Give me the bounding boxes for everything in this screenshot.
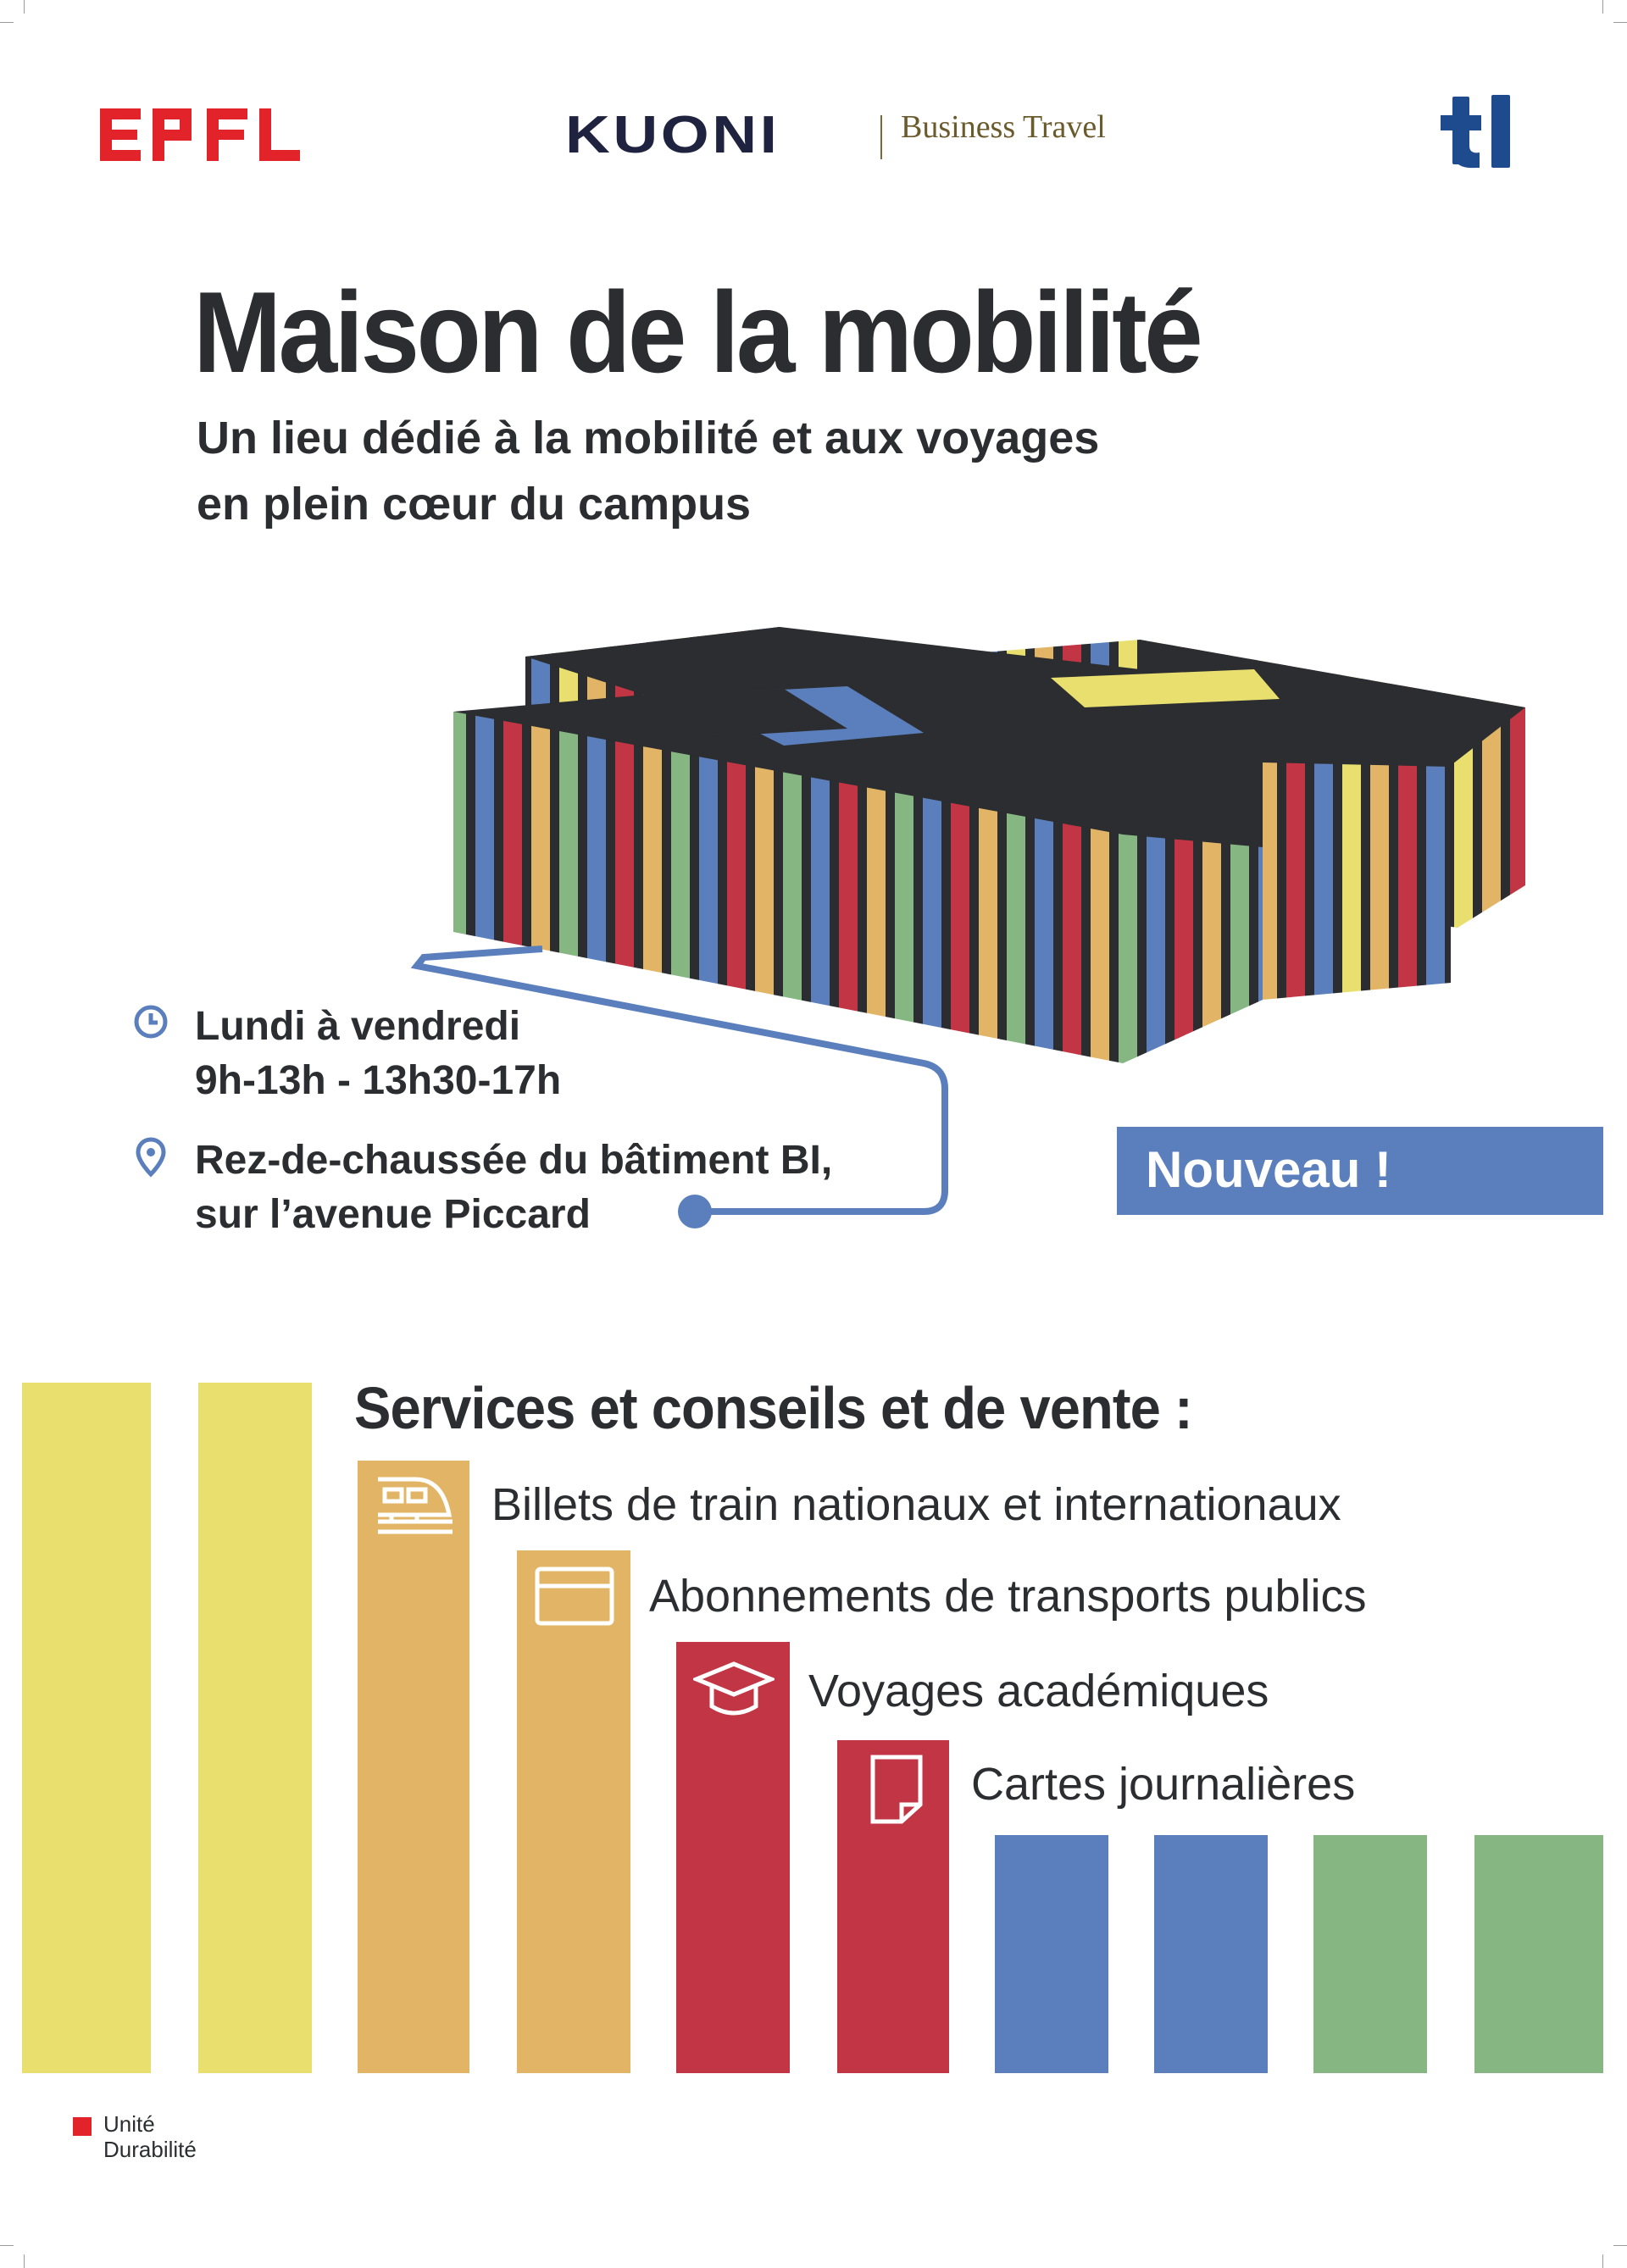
train-icon	[375, 1474, 456, 1539]
decor-bar-blue	[1154, 1835, 1268, 2073]
location-line-2: sur l’avenue Piccard	[195, 1192, 591, 1237]
tl-logo	[1441, 91, 1525, 172]
epfl-logo	[100, 100, 312, 168]
service-label-subscription: Abonnements de transports publics	[649, 1571, 1367, 1622]
crop-mark	[0, 2245, 14, 2246]
decor-bar-green	[1474, 1835, 1603, 2073]
unit-line-2: Durabilité	[103, 2137, 197, 2162]
service-label-daycard: Cartes journalières	[971, 1759, 1356, 1810]
service-bar-daycard	[837, 1740, 949, 2073]
crop-mark	[24, 2254, 25, 2268]
page-subtitle: Un lieu dédié à la mobilité et aux voyag…	[197, 405, 1099, 537]
hours-info: Lundi à vendredi 9h-13h - 13h30-17h	[195, 1000, 561, 1108]
decor-bar-yellow	[198, 1383, 312, 2073]
hours-days: Lundi à vendredi	[195, 1004, 521, 1049]
location-line-1: Rez-de-chaussée du bâtiment BI,	[195, 1138, 833, 1183]
new-badge-label: Nouveau !	[1146, 1141, 1392, 1198]
service-label-academic: Voyages académiques	[808, 1666, 1269, 1716]
kuoni-business-travel: Business Travel	[901, 109, 1106, 145]
decor-bar-yellow	[22, 1383, 151, 2073]
crop-mark	[24, 0, 25, 14]
card-icon	[534, 1566, 615, 1627]
location-pin-icon	[136, 1137, 166, 1178]
unit-line-1: Unité	[103, 2111, 155, 2137]
services-title: Services et conseils et de vente :	[354, 1375, 1193, 1441]
unit-label: Unité Durabilité	[103, 2111, 197, 2162]
crop-mark	[0, 22, 14, 23]
crop-mark	[1602, 0, 1603, 14]
decor-bar-green	[1313, 1835, 1427, 2073]
building-illustration	[410, 627, 1525, 1228]
subtitle-line: Un lieu dédié à la mobilité et aux voyag…	[197, 413, 1100, 463]
unit-marker	[73, 2117, 92, 2136]
route-endpoint	[678, 1195, 712, 1228]
decor-bar-blue	[995, 1835, 1108, 2073]
hours-times: 9h-13h - 13h30-17h	[195, 1058, 562, 1103]
graduation-cap-icon	[691, 1659, 777, 1723]
document-icon	[869, 1754, 924, 1825]
crop-mark	[1602, 2254, 1603, 2268]
service-label-train: Billets de train nationaux et internatio…	[491, 1479, 1341, 1530]
clock-icon	[134, 1005, 168, 1039]
new-badge: Nouveau !	[1117, 1127, 1603, 1215]
kuoni-wordmark: KUONI	[565, 106, 780, 164]
service-bar-subscription	[517, 1550, 630, 2073]
subtitle-line: en plein cœur du campus	[197, 479, 752, 530]
kuoni-separator	[880, 115, 882, 159]
service-bar-train	[358, 1461, 469, 2073]
page-title: Maison de la mobilité	[193, 268, 1203, 396]
crop-mark	[1613, 2245, 1627, 2246]
route-line	[410, 945, 948, 1215]
crop-mark	[1613, 22, 1627, 23]
location-info: Rez-de-chaussée du bâtiment BI, sur l’av…	[195, 1134, 832, 1242]
kuoni-logo: KUONI Business Travel	[565, 108, 1124, 163]
